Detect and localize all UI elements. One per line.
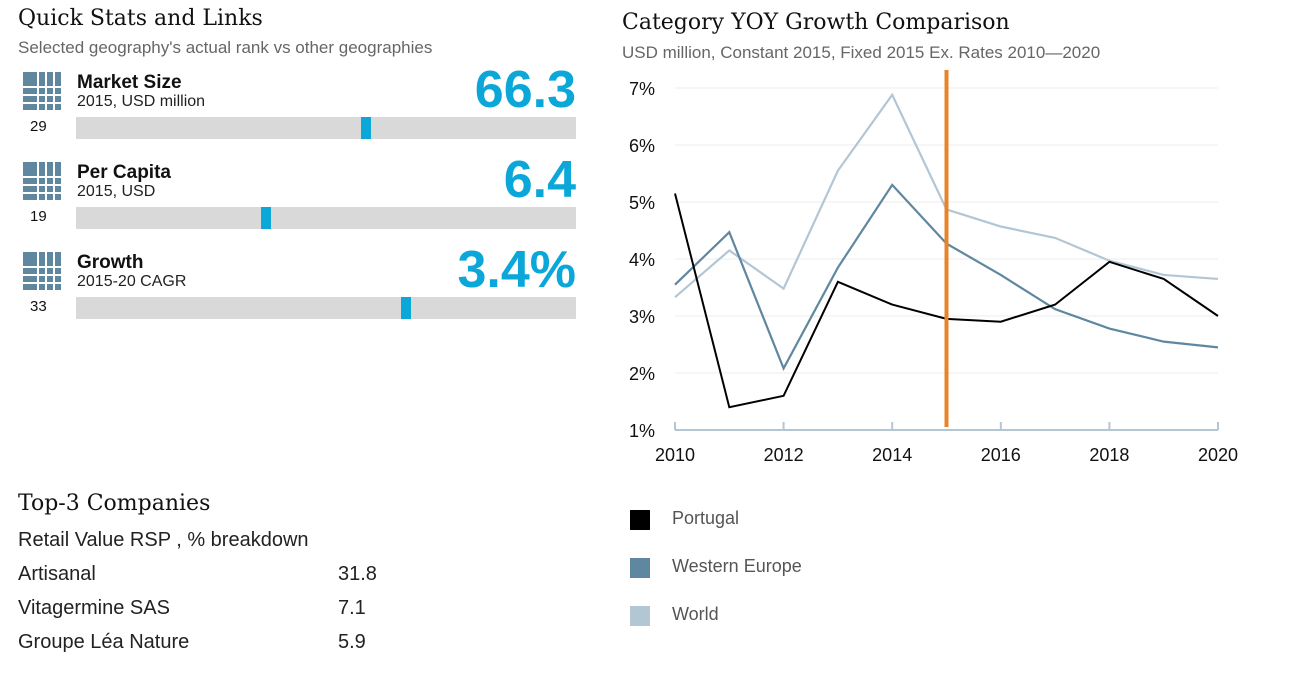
y-tick-label: 6% [629, 136, 655, 156]
company-share: 7.1 [338, 597, 366, 619]
companies-subtitle: Retail Value RSP , % breakdown [18, 529, 309, 551]
companies-title: Top-3 Companies [18, 491, 211, 516]
x-tick-label: 2018 [1089, 445, 1129, 465]
rank: 33 [30, 298, 47, 315]
chart-subtitle: USD million, Constant 2015, Fixed 2015 E… [622, 43, 1101, 62]
stat-subtitle: 2015, USD [77, 183, 156, 200]
grid-rank-icon [23, 252, 61, 290]
y-tick-label: 5% [629, 193, 655, 213]
rank: 29 [30, 118, 47, 135]
company-row: Artisanal 31.8 [18, 563, 377, 586]
rank-bar [76, 297, 576, 319]
y-tick-label: 4% [629, 250, 655, 270]
grid-rank-icon [23, 72, 61, 110]
company-share: 31.8 [338, 563, 377, 585]
legend-label: World [672, 604, 719, 624]
grid-rank-icon [23, 162, 61, 200]
stat-per-capita[interactable]: 19 Per Capita 2015, USD 6.4 [20, 151, 576, 242]
legend-label: Western Europe [672, 556, 802, 576]
legend-label: Portugal [672, 508, 740, 528]
quick-stats-title: Quick Stats and Links [18, 6, 263, 31]
x-tick-label: 2014 [872, 445, 912, 465]
company-name: Vitagermine SAS [18, 597, 170, 619]
legend-swatch [630, 558, 650, 578]
rank-bar [76, 117, 576, 139]
legend-swatch [630, 606, 650, 626]
stat-value: 6.4 [503, 151, 576, 209]
stat-value: 3.4% [457, 241, 576, 299]
quick-stats-subtitle: Selected geography's actual rank vs othe… [18, 38, 433, 57]
company-share: 5.9 [338, 631, 366, 653]
rank-marker [261, 207, 271, 229]
chart-title: Category YOY Growth Comparison [622, 10, 1010, 35]
y-tick-label: 3% [629, 307, 655, 327]
x-tick-label: 2012 [764, 445, 804, 465]
x-tick-label: 2016 [981, 445, 1021, 465]
stat-title: Market Size [77, 72, 182, 93]
company-name: Groupe Léa Nature [18, 631, 190, 653]
stat-market-size[interactable]: 29 Market Size 2015, USD million 66.3 [20, 61, 576, 152]
stat-title: Per Capita [77, 162, 171, 183]
y-tick-label: 7% [629, 79, 655, 99]
y-tick-label: 1% [629, 421, 655, 441]
company-row: Groupe Léa Nature 5.9 [18, 631, 366, 654]
rank-bar [76, 207, 576, 229]
rank-marker [361, 117, 371, 139]
legend-swatch [630, 510, 650, 530]
company-name: Artisanal [18, 563, 96, 585]
company-row: Vitagermine SAS 7.1 [18, 597, 366, 620]
x-tick-label: 2020 [1198, 445, 1238, 465]
stat-subtitle: 2015-20 CAGR [77, 273, 187, 290]
stat-title: Growth [77, 252, 144, 273]
rank: 19 [30, 208, 47, 225]
rank-marker [401, 297, 411, 319]
stat-subtitle: 2015, USD million [77, 93, 206, 110]
y-tick-label: 2% [629, 364, 655, 384]
stat-growth[interactable]: 33 Growth 2015-20 CAGR 3.4% [20, 241, 576, 332]
x-tick-label: 2010 [655, 445, 695, 465]
stat-value: 66.3 [474, 61, 576, 119]
